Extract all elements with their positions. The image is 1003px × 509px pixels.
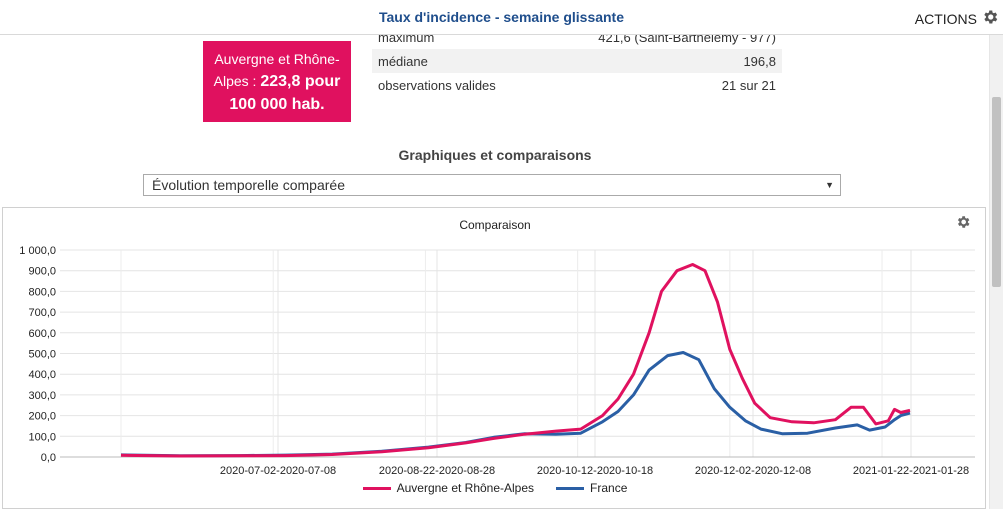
actions-label: ACTIONS xyxy=(914,10,977,27)
series-line-auvergne xyxy=(120,263,911,458)
content-area: Auvergne et Rhône-Alpes : 223,8 pour 100… xyxy=(0,35,990,509)
badge-separator: : xyxy=(248,72,261,89)
y-tick-label: 800,0 xyxy=(28,286,56,298)
y-tick-label: 500,0 xyxy=(28,349,56,361)
badge-region: Auvergne et Rhône-Alpes xyxy=(213,50,340,89)
chart-settings-gear-icon[interactable] xyxy=(955,214,971,230)
legend-item-france[interactable]: France xyxy=(556,481,627,495)
stat-label: médiane xyxy=(378,53,428,69)
legend-item-auvergne[interactable]: Auvergne et Rhône-Alpes xyxy=(362,481,535,495)
stat-value: 196,8 xyxy=(743,53,776,69)
page-title: Taux d'incidence - semaine glissante xyxy=(378,9,625,25)
top-bar: Taux d'incidence - semaine glissante ACT… xyxy=(0,0,1003,35)
actions-button[interactable]: ACTIONS xyxy=(915,8,999,29)
x-tick-label: 2020-08-22-2020-08-28 xyxy=(379,465,495,477)
section-title: Graphiques et comparaisons xyxy=(398,147,592,163)
x-tick-label: 2020-07-02-2020-07-08 xyxy=(220,465,336,477)
stat-label: observations valides xyxy=(378,77,496,93)
y-tick-label: 900,0 xyxy=(28,266,56,278)
x-tick-label: 2020-12-02-2020-12-08 xyxy=(695,465,811,477)
stat-row-valid-observations: observations valides 21 sur 21 xyxy=(372,73,782,97)
chart-panel: Comparaison 0,0 100,0 200,0 300,0 400,0 500,0… xyxy=(2,207,986,509)
badge-value: 223,8 pour 100 000 hab. xyxy=(229,72,341,113)
chevron-down-icon: ▼ xyxy=(825,180,834,190)
y-tick-label: 0,0 xyxy=(41,452,56,464)
legend-label-france: France xyxy=(590,481,628,495)
region-incidence-badge: Auvergne et Rhône-Alpes : 223,8 pour 100… xyxy=(203,41,351,122)
chart-legend: Auvergne et Rhône-Alpes France xyxy=(3,481,987,495)
y-tick-label: 200,0 xyxy=(28,411,56,423)
incidence-line-chart: 0,0 100,0 200,0 300,0 400,0 500,0 600,0 700,0 80… xyxy=(19,245,975,477)
x-tick-label: 2020-10-12-2020-10-18 xyxy=(537,465,653,477)
x-tick-label: 2021-01-22-2021-01-28 xyxy=(853,465,969,477)
stat-row-maximum: maximum 421,6 (Saint-Barthélemy - 977) xyxy=(372,35,782,49)
y-tick-label: 1 000,0 xyxy=(19,245,56,257)
chart-type-select-value: Évolution temporelle comparée xyxy=(152,177,345,193)
y-tick-label: 300,0 xyxy=(28,390,56,402)
y-tick-label: 100,0 xyxy=(28,431,56,443)
chart-title: Comparaison xyxy=(459,218,531,232)
y-tick-label: 600,0 xyxy=(28,328,56,340)
stat-row-median: médiane 196,8 xyxy=(372,49,782,73)
stat-value: 421,6 (Saint-Barthélemy - 977) xyxy=(598,35,776,45)
y-tick-label: 700,0 xyxy=(28,307,56,319)
legend-swatch-auvergne xyxy=(362,486,391,490)
gear-icon xyxy=(981,8,999,29)
stats-table: maximum 421,6 (Saint-Barthélemy - 977) m… xyxy=(372,35,782,97)
legend-label-auvergne: Auvergne et Rhône-Alpes xyxy=(396,481,535,495)
scrollbar-thumb[interactable] xyxy=(992,97,1001,287)
y-tick-label: 400,0 xyxy=(28,369,56,381)
stat-label: maximum xyxy=(378,35,435,45)
vertical-scrollbar[interactable] xyxy=(989,35,1003,509)
chart-type-select[interactable]: Évolution temporelle comparée ▼ xyxy=(143,174,841,196)
series-line-france xyxy=(120,351,911,458)
stat-value: 21 sur 21 xyxy=(721,77,776,93)
legend-swatch-france xyxy=(556,486,585,490)
